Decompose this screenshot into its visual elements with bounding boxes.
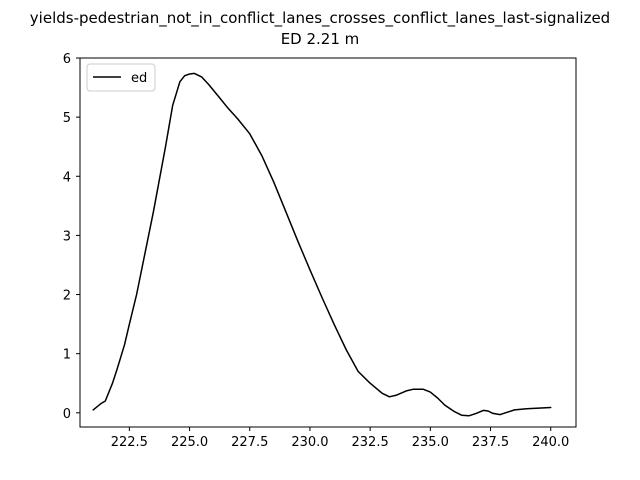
y-tick-label: 4	[63, 170, 71, 185]
y-tick-label: 6	[63, 52, 71, 67]
x-axis-ticks: 222.5 225.0 227.5 230.0 232.5 235.0 237.5 240.0	[111, 427, 569, 450]
x-tick-label: 240.0	[532, 435, 569, 450]
y-tick-label: 2	[63, 289, 71, 304]
y-tick-label: 0	[63, 407, 71, 422]
x-tick-label: 225.0	[171, 435, 208, 450]
legend-label-ed: ed	[131, 71, 147, 86]
x-tick-label: 232.5	[352, 435, 389, 450]
x-tick-label: 222.5	[111, 435, 148, 450]
x-tick-label: 237.5	[472, 435, 509, 450]
x-tick-label: 227.5	[231, 435, 268, 450]
series-line-ed	[92, 72, 552, 417]
plot-frame	[79, 57, 577, 428]
y-tick-label: 3	[63, 229, 71, 244]
x-tick-label: 230.0	[291, 435, 328, 450]
x-tick-label: 235.0	[412, 435, 449, 450]
chart-subtitle: ED 2.21 m	[280, 30, 360, 48]
y-tick-label: 1	[63, 348, 71, 363]
chart-title: yields-pedestrian_not_in_conflict_lanes_…	[29, 9, 611, 27]
legend: ed	[86, 63, 156, 92]
series-layer	[92, 72, 552, 417]
y-tick-label: 5	[63, 111, 71, 126]
y-axis-ticks: 0 1 2 3 4 5 6	[63, 52, 80, 422]
